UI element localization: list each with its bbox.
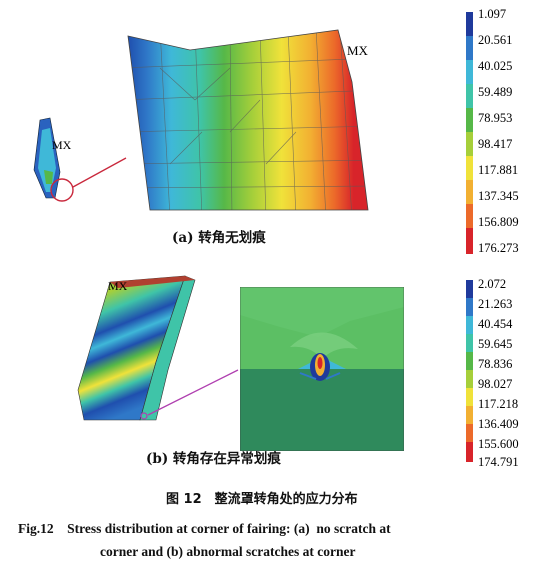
legend-a-value: 98.417 [478, 137, 513, 151]
legend-b-swatch-9 [466, 442, 473, 462]
legend-b-value: 174.791 [478, 455, 519, 469]
caption-b: (b) 转角存在异常划痕 [146, 451, 281, 467]
figure-caption-en-line1: Fig.12 Stress distribution at corner of … [18, 521, 391, 536]
legend-a-value: 59.489 [478, 85, 513, 99]
legend-b-swatch-5 [466, 370, 473, 388]
legend-b-value: 2.072 [478, 277, 507, 291]
model-b [77, 275, 196, 421]
legend-b-swatch-6 [466, 388, 473, 406]
legend-b-value: 98.027 [478, 377, 513, 391]
figure-caption-en-line2: corner and (b) abnormal scratches at cor… [100, 544, 356, 559]
legend-a-value: 117.881 [478, 163, 519, 177]
legend-a-swatch-7 [466, 180, 473, 204]
legend-a-swatch-2 [466, 60, 473, 84]
legend-b-swatch-0 [466, 280, 473, 298]
legend-b-value: 136.409 [478, 417, 519, 431]
legend-a-value: 20.561 [478, 33, 513, 47]
legend-a-swatch-1 [466, 36, 473, 60]
small-model-a [33, 117, 74, 202]
legend-a-swatch-9 [466, 228, 473, 254]
legend-a-swatch-5 [466, 132, 473, 156]
legend-a-value: 1.097 [478, 7, 507, 21]
legend-a-swatch-0 [466, 12, 473, 36]
legend-a-swatch-6 [466, 156, 473, 180]
mx-label-small: MX [52, 138, 72, 152]
legend-b-swatch-7 [466, 406, 473, 424]
contour-plot-b [240, 287, 404, 451]
legend-b-value: 78.836 [478, 357, 513, 371]
legend-b-value: 117.218 [478, 397, 519, 411]
legend-b-swatch-1 [466, 298, 473, 316]
legend-a-value: 137.345 [478, 189, 519, 203]
contour-plot-a [127, 29, 369, 211]
legend-b-swatch-8 [466, 424, 473, 442]
legend-b-value: 155.600 [478, 437, 519, 451]
legend-b-value: 40.454 [478, 317, 513, 331]
legend-a-value: 176.273 [478, 241, 519, 255]
legend-b-swatch-4 [466, 352, 473, 370]
legend-a-swatch-4 [466, 108, 473, 132]
caption-a: (a) 转角无划痕 [172, 230, 266, 246]
legend-a-swatch-8 [466, 204, 473, 228]
figure-title-cn: 图 12 整流罩转角处的应力分布 [166, 492, 358, 507]
legend-a-value: 40.025 [478, 59, 513, 73]
legend-b-value: 59.645 [478, 337, 513, 351]
mx-label-a: MX [347, 43, 368, 58]
legend-a-swatch-3 [466, 84, 473, 108]
mx-label-b: MX [108, 279, 128, 293]
legend-b-swatch-2 [466, 316, 473, 334]
legend-b-swatch-3 [466, 334, 473, 352]
legend-b-value: 21.263 [478, 297, 513, 311]
legend-a-value: 156.809 [478, 215, 519, 229]
legend-a-value: 78.953 [478, 111, 513, 125]
